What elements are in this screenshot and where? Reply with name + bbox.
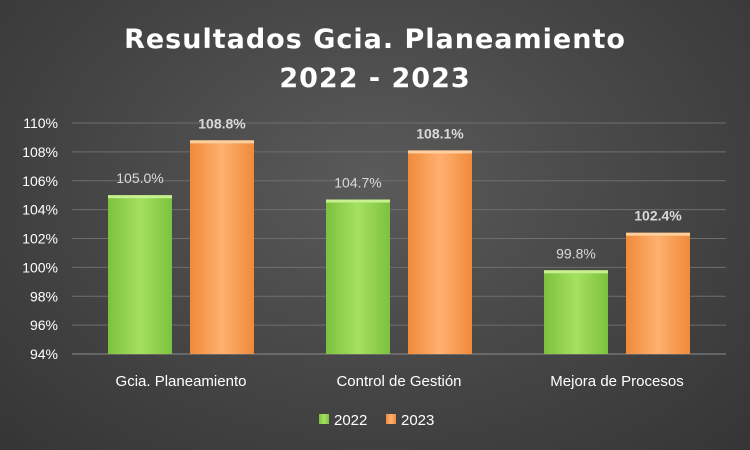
bar-2022-1 bbox=[326, 199, 390, 354]
data-label-2022-1: 104.7% bbox=[334, 175, 381, 191]
category-label: Mejora de Procesos bbox=[550, 373, 683, 390]
bar-2023-1 bbox=[408, 150, 472, 354]
gridlines bbox=[72, 122, 726, 355]
bars bbox=[108, 140, 690, 354]
chart-title-line1: Resultados Gcia. Planeamiento bbox=[124, 24, 626, 55]
data-label-2022-0: 105.0% bbox=[116, 170, 163, 186]
y-tick-label: 110% bbox=[23, 115, 58, 131]
bar-top-edge bbox=[190, 140, 254, 144]
data-label-2023-1: 108.1% bbox=[416, 125, 464, 141]
legend-label-2022: 2022 bbox=[334, 412, 367, 429]
y-tick-label: 94% bbox=[30, 346, 58, 362]
bar-2022-0 bbox=[108, 195, 172, 354]
legend: 2022 2023 bbox=[319, 412, 434, 429]
data-label-2022-2: 99.8% bbox=[556, 245, 596, 261]
y-tick-label: 96% bbox=[30, 317, 58, 333]
bar-2023-2 bbox=[626, 232, 690, 354]
legend-label-2023: 2023 bbox=[401, 412, 434, 429]
chart-title-line2: 2022 - 2023 bbox=[279, 63, 470, 94]
y-tick-label: 106% bbox=[22, 173, 58, 189]
data-labels: 105.0% 108.8% 104.7% 108.1% 99.8% 102.4% bbox=[116, 115, 682, 261]
bar-top-edge bbox=[326, 199, 390, 203]
y-tick-label: 108% bbox=[22, 144, 58, 160]
bar-top-edge bbox=[108, 195, 172, 199]
y-axis: 94% 96% 98% 100% 102% 104% 106% 108% 110% bbox=[22, 115, 58, 362]
legend-swatch-2023 bbox=[386, 414, 396, 424]
bar-top-edge bbox=[408, 150, 472, 154]
category-label: Gcia. Planeamiento bbox=[116, 373, 247, 390]
legend-swatch-2022 bbox=[319, 414, 329, 424]
data-label-2023-2: 102.4% bbox=[634, 208, 682, 224]
y-tick-label: 100% bbox=[22, 259, 58, 275]
x-axis: Gcia. Planeamiento Control de Gestión Mejo… bbox=[116, 373, 684, 390]
bar-2022-2 bbox=[544, 270, 608, 354]
bar-top-edge bbox=[544, 270, 608, 274]
y-tick-label: 102% bbox=[22, 231, 58, 247]
category-label: Control de Gestión bbox=[336, 373, 461, 390]
y-tick-label: 104% bbox=[22, 202, 58, 218]
bar-2023-0 bbox=[190, 140, 254, 354]
data-label-2023-0: 108.8% bbox=[198, 115, 246, 131]
y-tick-label: 98% bbox=[30, 288, 58, 304]
bar-top-edge bbox=[626, 232, 690, 236]
